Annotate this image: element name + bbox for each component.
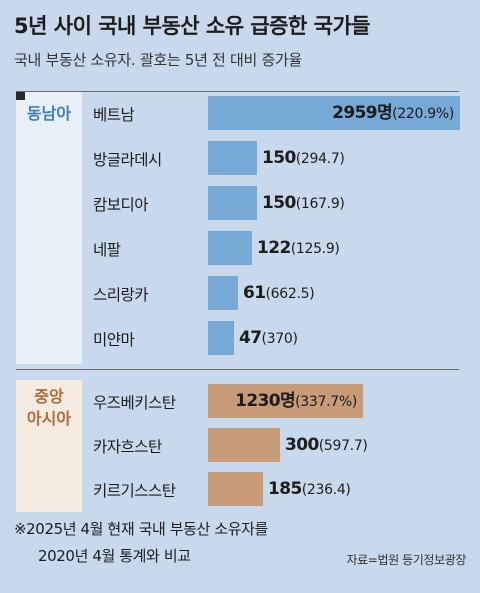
southeast-asia-group-label: 동남아	[26, 104, 72, 123]
value-label: 61(662.5)	[243, 276, 315, 311]
growth-rate: (167.9)	[295, 196, 345, 212]
note-line-2: 2020년 4월 통계와 비교	[38, 547, 191, 565]
value-number: 61	[243, 283, 266, 303]
value-number: 47	[239, 328, 262, 348]
category-label: 미얀마	[93, 331, 135, 349]
value-label: 1230명(337.7%)	[235, 384, 357, 419]
value-label: 185(236.4)	[268, 472, 351, 507]
value-label: 2959명(220.9%)	[332, 96, 454, 131]
growth-rate: (370)	[261, 331, 298, 347]
category-label: 카자흐스탄	[93, 438, 162, 456]
growth-rate: (236.4)	[301, 482, 351, 498]
central-asia-label-line2: 아시아	[26, 409, 72, 428]
category-label: 스리랑카	[93, 286, 149, 304]
value-number: 1230명	[235, 391, 296, 411]
chart-subtitle: 국내 부동산 소유자. 괄호는 5년 전 대비 증가율	[14, 51, 302, 69]
source-credit: 자료=법원 등기정보광장	[346, 553, 467, 567]
bar	[208, 276, 238, 310]
category-label: 캄보디아	[93, 196, 149, 214]
category-label: 방글라데시	[93, 151, 162, 169]
top-divider	[16, 91, 459, 92]
growth-rate: (337.7%)	[295, 394, 357, 410]
value-number: 300	[285, 435, 319, 455]
category-label: 베트남	[93, 106, 135, 124]
value-label: 150(294.7)	[262, 141, 345, 176]
bar	[208, 186, 257, 220]
group-divider	[16, 369, 459, 370]
value-label: 122(125.9)	[257, 231, 340, 266]
bar	[208, 428, 280, 462]
central-asia-group-label: 중앙 아시아	[16, 386, 82, 430]
southeast-asia-group-panel	[16, 91, 82, 364]
category-label: 우즈베키스탄	[93, 394, 176, 412]
growth-rate: (294.7)	[295, 151, 345, 167]
central-asia-group-panel	[16, 380, 82, 512]
bar	[208, 141, 257, 175]
value-number: 185	[268, 479, 302, 499]
value-number: 150	[262, 193, 296, 213]
chart-title: 5년 사이 국내 부동산 소유 급증한 국가들	[14, 14, 371, 38]
central-asia-label-line1: 중앙	[34, 387, 64, 406]
bar	[208, 96, 460, 130]
bar	[208, 384, 363, 418]
growth-rate: (662.5)	[265, 286, 315, 302]
value-label: 300(597.7)	[285, 428, 368, 463]
bar	[208, 321, 234, 355]
note-line-1: ※2025년 4월 현재 국내 부동산 소유자를	[14, 520, 268, 538]
value-number: 122	[257, 238, 291, 258]
corner-square-icon	[16, 91, 25, 100]
value-label: 47(370)	[239, 321, 298, 356]
growth-rate: (220.9%)	[392, 106, 454, 122]
bar	[208, 231, 252, 265]
category-label: 네팔	[93, 241, 121, 259]
bar	[208, 472, 263, 506]
value-number: 2959명	[332, 103, 393, 123]
value-number: 150	[262, 148, 296, 168]
value-label: 150(167.9)	[262, 186, 345, 221]
category-label: 키르기스스탄	[93, 482, 176, 500]
growth-rate: (597.7)	[318, 438, 368, 454]
growth-rate: (125.9)	[290, 241, 340, 257]
